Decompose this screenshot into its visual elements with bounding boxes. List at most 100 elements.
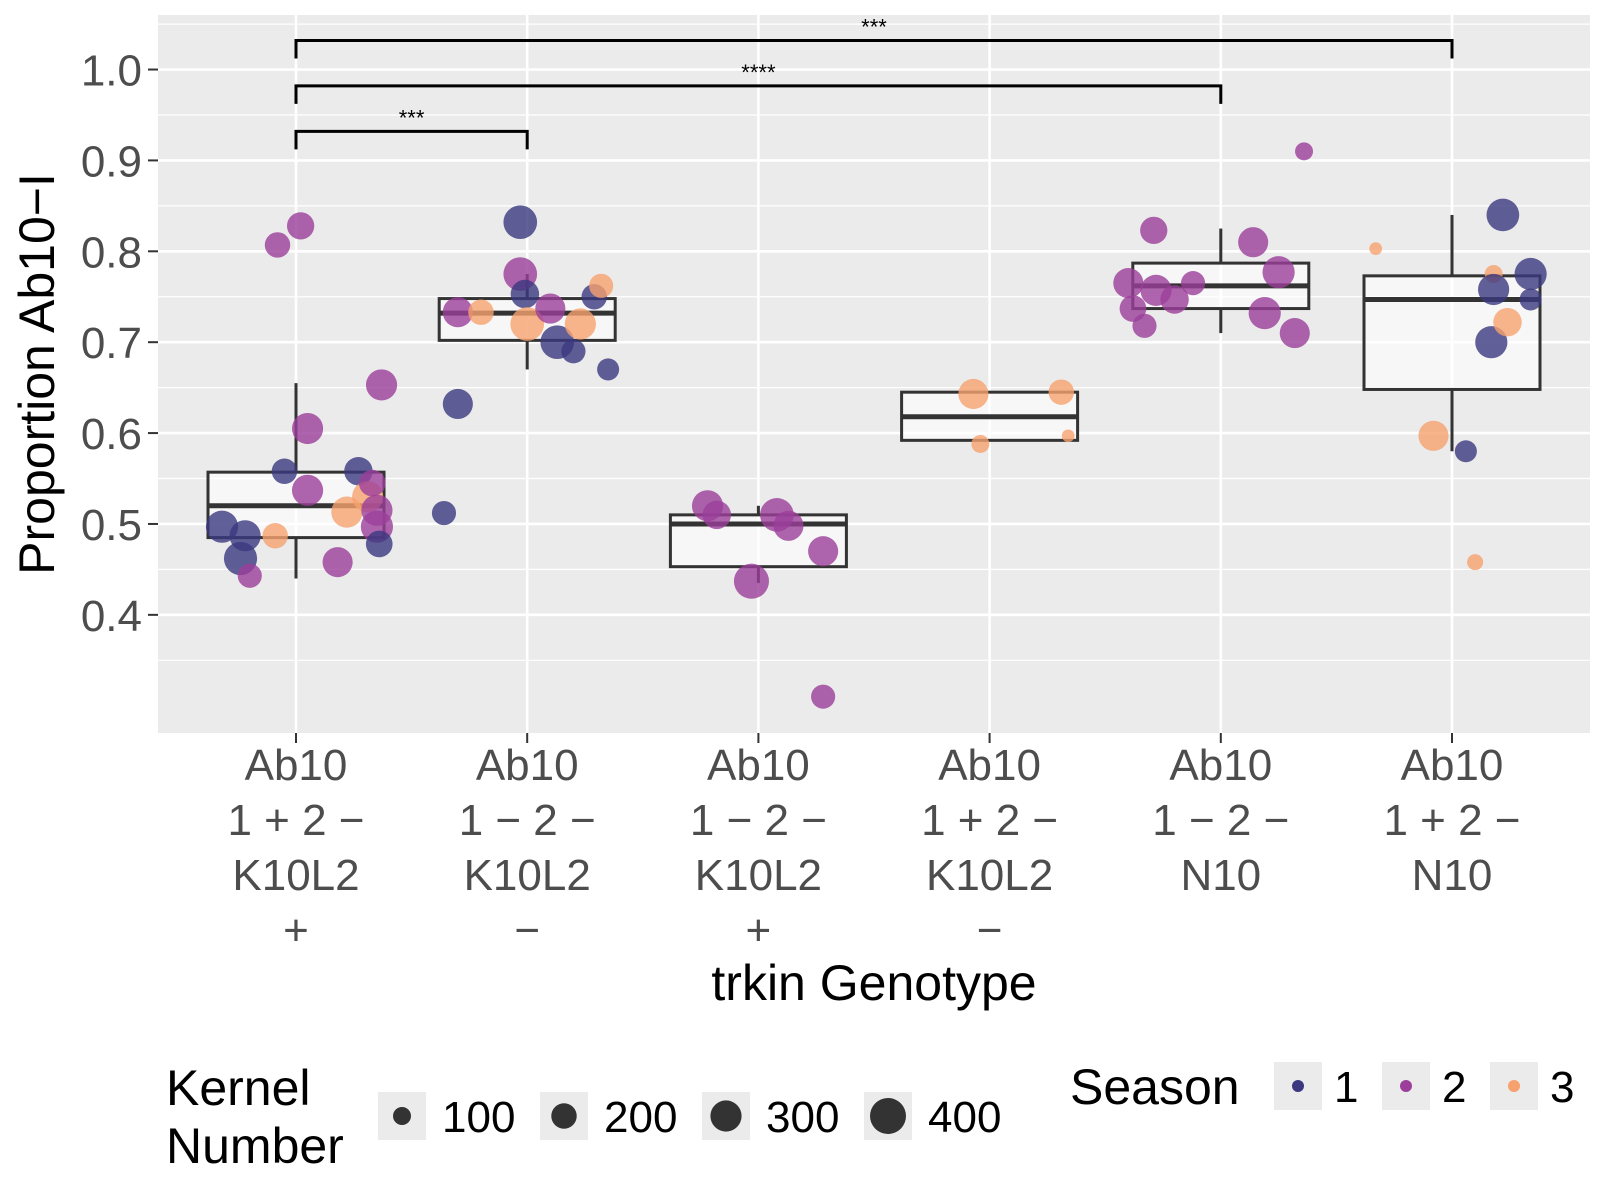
data-point xyxy=(561,339,586,364)
boxplot-4 xyxy=(900,390,1080,442)
x-axis: Ab10 1 + 2 − K10L2 + Ab10 1 − 2 − K10L2 − Ab10 1 … xyxy=(227,733,1521,955)
data-point xyxy=(773,510,804,541)
significance-bracket xyxy=(294,84,1223,104)
data-point xyxy=(510,279,540,309)
data-point xyxy=(1493,307,1522,337)
data-point xyxy=(1061,429,1075,443)
data-point xyxy=(733,563,770,599)
x-tick-label-line: Ab10 xyxy=(245,741,348,790)
x-tick-label-line: K10L2 xyxy=(926,851,1053,900)
data-point xyxy=(808,536,839,567)
data-points xyxy=(205,142,1547,709)
legend-size-title-line: Number xyxy=(166,1118,344,1174)
x-tick-label-line: + xyxy=(746,906,772,955)
data-point xyxy=(442,297,473,328)
y-tick-label: 0.6 xyxy=(81,410,142,459)
x-tick-label-line: − xyxy=(514,906,540,955)
data-point xyxy=(1475,326,1508,359)
y-axis-label: Proportion Ab10−I xyxy=(9,173,65,575)
x-tick-label-line: K10L2 xyxy=(232,851,359,900)
legend-kernel-number: Kernel Number 100 200 300 400 xyxy=(166,1060,1001,1174)
data-point xyxy=(1160,285,1189,314)
data-point xyxy=(358,469,386,497)
data-point xyxy=(1140,216,1168,245)
x-tick-label: Ab10 1 + 2 − K10L2 + xyxy=(227,741,364,955)
data-point xyxy=(291,412,324,445)
data-point xyxy=(1467,554,1484,571)
x-tick-label-line: 1 − 2 − xyxy=(690,796,827,845)
x-tick-label-line: Ab10 xyxy=(1401,741,1504,790)
data-point xyxy=(1180,271,1206,296)
significance-brackets: ********** xyxy=(294,14,1454,150)
data-point xyxy=(1248,297,1281,330)
data-point xyxy=(1238,227,1269,258)
x-tick-label-line: Ab10 xyxy=(938,741,1041,790)
significance-label: **** xyxy=(741,60,776,85)
data-point xyxy=(237,563,262,588)
data-point xyxy=(1279,318,1310,349)
data-point xyxy=(264,232,291,258)
data-point xyxy=(291,474,324,506)
data-point xyxy=(286,212,315,240)
data-point xyxy=(1454,440,1477,463)
data-point xyxy=(971,434,990,453)
significance-bracket xyxy=(294,38,1454,59)
legend-season-dot xyxy=(1292,1080,1304,1092)
x-tick-label: Ab10 1 − 2 − N10 xyxy=(1152,741,1289,900)
y-tick-label: 0.9 xyxy=(81,137,142,186)
x-tick-label-line: 1 + 2 − xyxy=(1383,796,1520,845)
significance-label: *** xyxy=(861,14,887,39)
gridlines xyxy=(158,15,1590,733)
y-tick-label: 1.0 xyxy=(81,47,142,96)
data-point xyxy=(365,369,398,401)
x-tick-label-line: 1 − 2 − xyxy=(459,796,596,845)
legend-size-dot xyxy=(870,1098,906,1134)
legend-season-title: Season xyxy=(1070,1059,1240,1115)
data-point xyxy=(442,388,473,420)
legend-size-label: 300 xyxy=(766,1093,839,1142)
data-point xyxy=(958,378,989,410)
legend-season-label: 3 xyxy=(1550,1063,1574,1112)
x-tick-label-line: N10 xyxy=(1412,851,1493,900)
legend-size-title-line: Kernel xyxy=(166,1060,311,1116)
significance-bracket xyxy=(294,129,529,150)
legend-season: Season 1 2 3 xyxy=(1070,1059,1574,1115)
x-tick-label-line: N10 xyxy=(1180,851,1261,900)
legend-size-title: Kernel Number xyxy=(166,1060,344,1174)
legend-size-label: 100 xyxy=(442,1093,515,1142)
x-tick-label: Ab10 1 + 2 − N10 xyxy=(1383,741,1520,900)
legend-size-dot xyxy=(551,1103,577,1129)
x-tick-label-line: 1 + 2 − xyxy=(921,796,1058,845)
data-point xyxy=(702,500,732,530)
data-point xyxy=(1418,420,1449,451)
legend-size-label: 200 xyxy=(604,1093,677,1142)
data-point xyxy=(271,458,298,484)
legend-season-label: 2 xyxy=(1442,1063,1466,1112)
y-axis: 0.4 0.5 0.6 0.7 0.8 0.9 1.0 xyxy=(81,47,158,641)
data-point xyxy=(365,530,393,558)
y-tick-label: 0.8 xyxy=(81,228,142,277)
data-point xyxy=(1369,242,1383,255)
data-point xyxy=(1262,256,1295,289)
data-point xyxy=(1132,313,1157,338)
x-axis-label: trkin Genotype xyxy=(711,955,1036,1011)
data-point xyxy=(597,358,620,381)
x-tick-label: Ab10 1 − 2 − K10L2 + xyxy=(690,741,827,955)
x-tick-label-line: + xyxy=(283,906,309,955)
data-point xyxy=(1048,379,1074,405)
panel-background xyxy=(158,15,1590,733)
data-point xyxy=(229,520,261,552)
significance-label: *** xyxy=(399,105,425,130)
y-tick-label: 0.4 xyxy=(81,592,142,641)
x-tick-label-line: K10L2 xyxy=(695,851,822,900)
data-point xyxy=(322,547,353,578)
data-point xyxy=(1295,142,1314,161)
y-tick-label: 0.7 xyxy=(81,319,142,368)
data-point xyxy=(510,307,545,341)
data-point xyxy=(503,205,538,240)
data-point xyxy=(589,273,614,298)
x-tick-label-line: − xyxy=(977,906,1003,955)
data-point xyxy=(1486,198,1520,232)
legend-season-label: 1 xyxy=(1334,1063,1358,1112)
